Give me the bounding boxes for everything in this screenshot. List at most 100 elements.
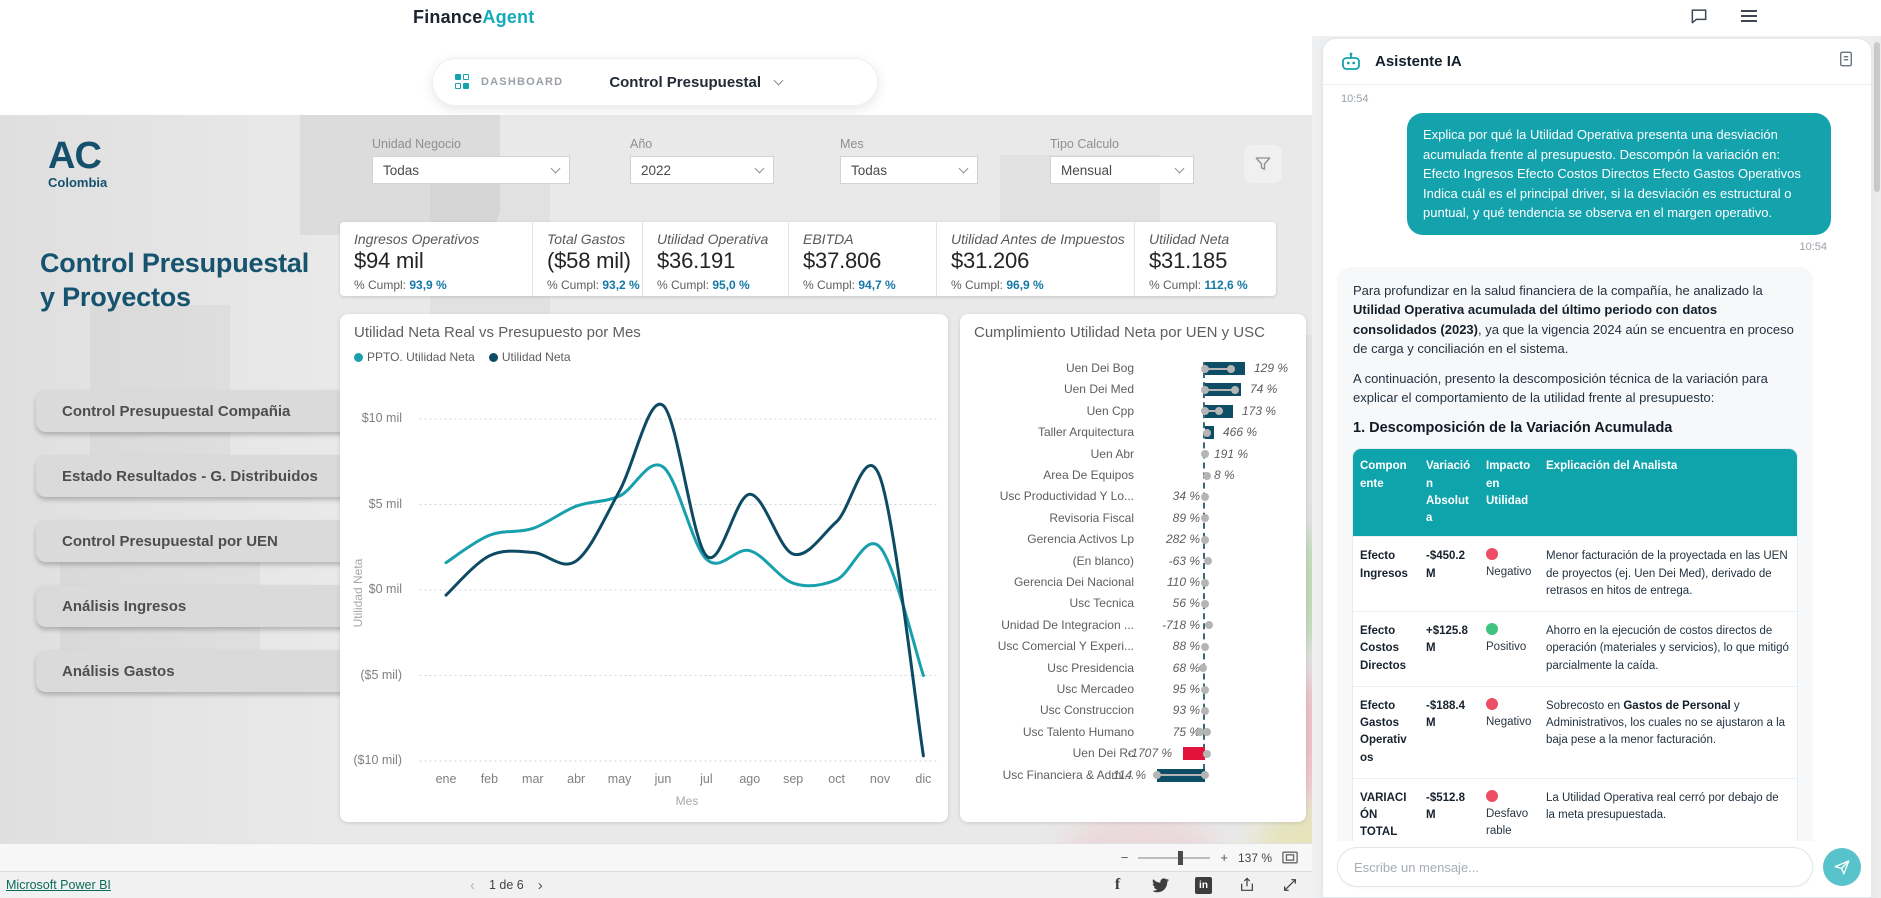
bar-row[interactable]: Uen Cpp 173 % [974, 401, 1292, 422]
kpi-title: EBITDA [803, 231, 854, 247]
linkedin-icon[interactable]: in [1195, 876, 1212, 894]
filter-value: 2022 [641, 162, 672, 178]
app-logo: FinanceAgent [413, 7, 534, 28]
x-axis-tick: ene [435, 772, 457, 786]
marker-dot [1205, 621, 1213, 630]
bar-row[interactable]: Uen Dei Med 74 % [974, 379, 1292, 400]
company-logo-ac: AC [48, 135, 102, 177]
explicacion-cell: Menor facturación de la proyectada en la… [1539, 536, 1797, 612]
kpi-cumplimiento: % Cumpl: 112,6 % [1149, 278, 1248, 292]
bar-segment [1183, 747, 1205, 761]
bar-row[interactable]: Area De Equipos 8 % [974, 465, 1292, 486]
kpi-cumplimiento: % Cumpl: 94,7 % [803, 278, 896, 292]
x-axis-tick: jun [654, 772, 672, 786]
facebook-icon[interactable]: f [1114, 876, 1121, 893]
kpi-cumplimiento: % Cumpl: 95,0 % [657, 278, 750, 292]
sidebar-nav-button-4[interactable]: Análisis Ingresos [36, 585, 368, 627]
bar-row[interactable]: Gerencia Activos Lp 282 % [974, 529, 1292, 550]
page-indicator: 1 de 6 [489, 878, 524, 892]
bar-row[interactable]: Usc Construccion 93 % [974, 700, 1292, 721]
dashboard-selector[interactable]: DASHBOARD Control Presupuestal [432, 58, 878, 106]
twitter-icon[interactable] [1152, 877, 1169, 894]
bar-row[interactable]: Taller Arquitectura 466 % [974, 422, 1292, 443]
kpi-card-4: EBITDA $37.806 % Cumpl: 94,7 % [788, 222, 936, 296]
marker-dot [1201, 535, 1209, 544]
bar-row-value: 68 % [1172, 660, 1200, 675]
prev-page-button[interactable]: ‹ [470, 876, 475, 894]
chat-bubble-icon[interactable] [1689, 6, 1709, 26]
page-scrollbar-thumb[interactable] [1874, 42, 1880, 192]
dashboard-value[interactable]: Control Presupuestal [609, 73, 762, 91]
fullscreen-expand-icon[interactable] [1281, 877, 1298, 894]
sidebar-nav-button-2[interactable]: Estado Resultados - G. Distribuidos [36, 455, 368, 497]
bar-row-label: Usc Financiera & Admi... [1002, 767, 1134, 782]
filter-dropdown[interactable]: Todas [840, 156, 978, 184]
share-icon[interactable] [1238, 877, 1255, 894]
y-axis-tick: ($5 mil) [360, 667, 402, 682]
legend-dot-icon [354, 352, 363, 362]
bar-row[interactable]: Revisoria Fiscal 89 % [974, 508, 1292, 529]
legend-label: Utilidad Neta [501, 350, 571, 364]
zoom-slider-thumb[interactable] [1178, 850, 1184, 865]
x-axis-tick: jul [700, 772, 713, 786]
x-axis-tick: sep [783, 772, 804, 786]
powerbi-link[interactable]: Microsoft Power BI [6, 878, 111, 892]
send-button[interactable] [1823, 848, 1861, 886]
bar-row[interactable]: Gerencia Dei Nacional 110 % [974, 572, 1292, 593]
bar-row[interactable]: Usc Tecnica 56 % [974, 593, 1292, 614]
bar-row[interactable]: Usc Mercadeo 95 % [974, 679, 1292, 700]
table-row: Efecto Costos Directos +$125.8M Positivo Ah… [1353, 611, 1797, 687]
zoom-out-button[interactable]: − [1120, 850, 1129, 865]
zoom-controls: − + 137 % [0, 843, 1312, 871]
legend-item[interactable]: PPTO. Utilidad Neta [354, 350, 475, 364]
bar-row[interactable]: Usc Productividad Y Lo... 34 % [974, 486, 1292, 507]
kpi-value: $37.806 [803, 248, 882, 273]
impacto-cell: Negativo [1479, 685, 1539, 779]
bar-row-value: 114 % [1112, 767, 1146, 782]
chevron-down-icon [754, 163, 765, 174]
filter-dropdown[interactable]: Todas [372, 156, 570, 184]
marker-dot [1203, 749, 1211, 758]
sidebar-nav-button-1[interactable]: Control Presupuestal Compañia [36, 390, 368, 432]
bar-row[interactable]: (En blanco) -63 % [974, 551, 1292, 572]
fit-to-page-icon[interactable] [1282, 851, 1298, 864]
legend-item[interactable]: Utilidad Neta [488, 350, 571, 364]
filter-3: Mes Todas [840, 137, 978, 184]
bar-row[interactable]: Uen Abr 191 % [974, 444, 1292, 465]
bar-row[interactable]: Uen Dei Bog 129 % [974, 358, 1292, 379]
bar-row-label: Usc Productividad Y Lo... [999, 489, 1134, 504]
filter-label: Año [630, 137, 653, 151]
dumbbell-connector [1157, 774, 1205, 777]
bar-row-label: Usc Mercadeo [1056, 682, 1134, 696]
next-page-button[interactable]: › [537, 876, 543, 894]
chat-history-icon[interactable] [1837, 50, 1855, 73]
filter-dropdown[interactable]: 2022 [630, 156, 774, 184]
sidebar-nav-button-5[interactable]: Análisis Gastos [36, 650, 368, 692]
kpi-value: $31.206 [951, 248, 1030, 273]
impact-dot-icon [1486, 697, 1498, 710]
bar-row[interactable]: Unidad De Integracion ... -718 % [974, 615, 1292, 636]
filter-dropdown[interactable]: Mensual [1050, 156, 1194, 184]
hamburger-menu-icon[interactable] [1739, 7, 1759, 25]
kpi-title: Total Gastos [547, 231, 626, 247]
x-axis-tick: abr [567, 772, 586, 786]
filter-funnel-button[interactable] [1244, 145, 1282, 183]
sidebar-nav-button-3[interactable]: Control Presupuestal por UEN [36, 520, 368, 562]
bar-row-value: 466 % [1223, 425, 1258, 440]
bar-row[interactable]: Usc Talento Humano 75 % [974, 722, 1292, 743]
message-input[interactable] [1337, 847, 1813, 887]
y-axis-tick: $0 mil [368, 582, 402, 596]
kpi-cumplimiento: % Cumpl: 96,9 % [951, 278, 1044, 292]
impact-label: Positivo [1486, 641, 1527, 653]
marker-dot [1215, 407, 1223, 416]
zoom-slider[interactable] [1138, 850, 1211, 865]
bar-row[interactable]: Usc Financiera & Admi... 114 % [974, 765, 1292, 786]
zoom-in-button[interactable]: + [1220, 850, 1228, 865]
y-axis-tick: $5 mil [368, 496, 402, 511]
bar-row[interactable]: Usc Presidencia 68 % [974, 658, 1292, 679]
bar-row[interactable]: Uen Dei Rc -1707 % [974, 743, 1292, 764]
bar-row-label: Uen Dei Bog [1065, 361, 1134, 375]
chat-scroll-area[interactable]: 10:54 Explica por qué la Utilidad Operat… [1323, 85, 1871, 841]
page-scrollbar[interactable] [1873, 36, 1881, 898]
bar-row[interactable]: Usc Comercial Y Experi... 88 % [974, 636, 1292, 657]
